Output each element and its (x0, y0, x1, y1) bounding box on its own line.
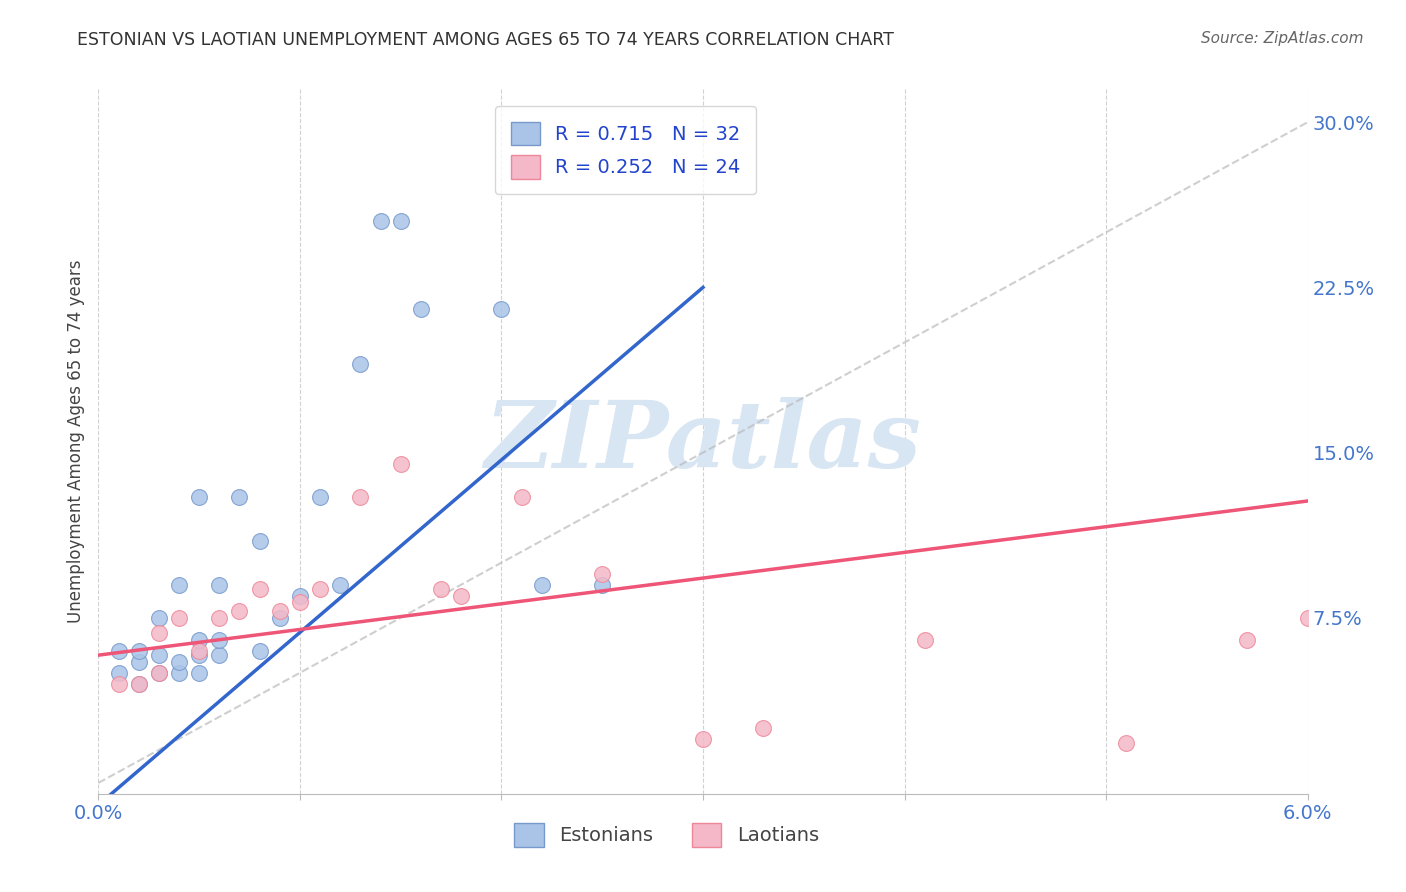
Point (430, 582, 453, 596)
Point (269, 604, 291, 618)
Point (107, 665, 129, 680)
Text: Source: ZipAtlas.com: Source: ZipAtlas.com (1201, 31, 1364, 46)
Point (510, 490, 533, 504)
Point (228, 604, 250, 618)
Point (188, 644, 211, 658)
Point (752, 721, 775, 735)
Point (167, 577, 190, 591)
Point (128, 644, 150, 658)
Point (692, 731, 714, 746)
Point (1296, 611, 1319, 625)
Point (591, 577, 613, 591)
Point (148, 611, 170, 625)
Point (370, 214, 392, 228)
Point (208, 632, 231, 647)
Point (208, 611, 231, 625)
Point (148, 665, 170, 680)
Point (167, 655, 190, 669)
Point (288, 595, 311, 609)
Point (188, 632, 211, 647)
Point (329, 577, 352, 591)
Point (188, 665, 211, 680)
Point (249, 644, 271, 658)
Point (107, 644, 129, 658)
Legend: Estonians, Laotians: Estonians, Laotians (506, 815, 827, 855)
Point (349, 490, 371, 504)
Point (1236, 632, 1258, 647)
Point (148, 648, 170, 662)
Point (914, 632, 936, 647)
Point (409, 302, 432, 317)
Point (1115, 736, 1137, 750)
Point (249, 533, 271, 548)
Point (309, 582, 332, 596)
Point (167, 611, 190, 625)
Point (389, 214, 412, 228)
Point (228, 490, 250, 504)
Point (491, 302, 513, 317)
Point (208, 648, 231, 662)
Point (530, 577, 553, 591)
Point (148, 626, 170, 640)
Y-axis label: Unemployment Among Ages 65 to 74 years: Unemployment Among Ages 65 to 74 years (66, 260, 84, 624)
Text: ESTONIAN VS LAOTIAN UNEMPLOYMENT AMONG AGES 65 TO 74 YEARS CORRELATION CHART: ESTONIAN VS LAOTIAN UNEMPLOYMENT AMONG A… (77, 31, 894, 49)
Point (288, 589, 311, 603)
Point (591, 566, 613, 581)
Point (450, 589, 472, 603)
Point (128, 677, 150, 691)
Point (208, 577, 231, 591)
Point (188, 648, 211, 662)
Point (107, 677, 129, 691)
Point (148, 665, 170, 680)
Point (128, 677, 150, 691)
Point (389, 457, 412, 471)
Text: ZIPatlas: ZIPatlas (485, 397, 921, 486)
Point (167, 665, 190, 680)
Point (188, 490, 211, 504)
Point (249, 582, 271, 596)
Point (309, 490, 332, 504)
Point (269, 611, 291, 625)
Point (128, 655, 150, 669)
Point (349, 358, 371, 372)
